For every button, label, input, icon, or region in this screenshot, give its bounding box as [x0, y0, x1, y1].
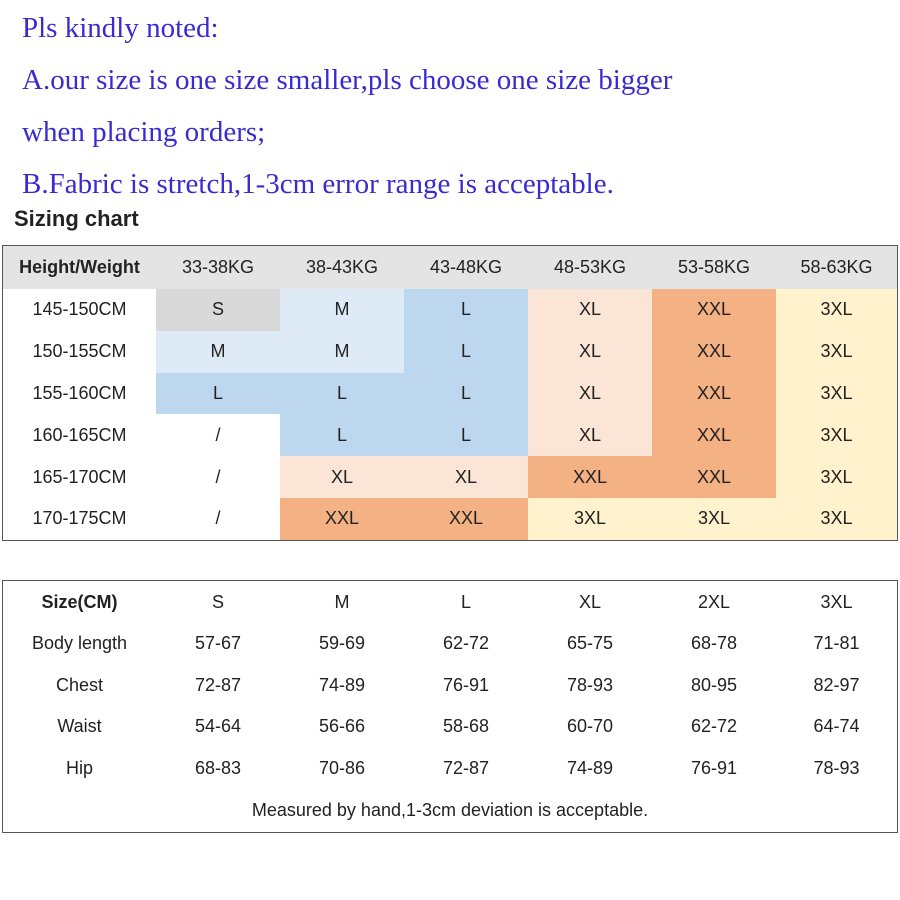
sizing-title: Sizing chart — [14, 206, 139, 231]
measure-cell: 62-72 — [442, 633, 490, 654]
size-cell: M — [280, 289, 404, 331]
measure-cell: 82-97 — [813, 674, 860, 695]
measure-cell: 74-89 — [318, 674, 366, 695]
size-cell: L — [404, 414, 528, 457]
size-cell: 3XL — [776, 330, 897, 373]
size-cell: M — [280, 330, 404, 373]
header-cell: 53-58KG — [677, 257, 751, 277]
size-cell: XL — [528, 330, 652, 373]
header-cell: 38-43KG — [305, 257, 379, 277]
header-cell: 58-63KG — [800, 257, 873, 277]
size-cell: 3XL — [776, 498, 897, 540]
measure-cell: 54-64 — [194, 716, 242, 737]
measure-cell: 58-68 — [442, 716, 490, 737]
measure-cell: 62-72 — [690, 716, 738, 737]
size-cell: 3XL — [776, 372, 897, 415]
size-cell: M — [156, 330, 280, 373]
size-cell: 3XL — [776, 456, 897, 498]
size-cell: L — [404, 289, 528, 331]
measure-cell: 70-86 — [318, 757, 366, 778]
size-cell: XXL — [280, 498, 404, 540]
size-cell: XXL — [652, 414, 776, 457]
header-cell: 3XL — [820, 591, 853, 612]
measure-cell: 68-83 — [194, 757, 242, 778]
size-cell: 3XL — [776, 289, 897, 331]
row-label: Body length — [31, 633, 128, 654]
header-cell: 43-48KG — [429, 257, 503, 277]
size-cell: L — [280, 414, 404, 457]
header-cell: XL — [578, 591, 602, 612]
header-cell: S — [211, 591, 224, 612]
size-cell: XXL — [404, 498, 528, 540]
size-cell: XXL — [652, 372, 776, 415]
measure-cell: 64-74 — [813, 716, 860, 737]
size-cell: XL — [404, 456, 528, 498]
measurement-table: Size(CM) S M L XL 2XL 3XL Body length 57-67 59-69… — [2, 580, 898, 833]
row-label: Chest — [55, 674, 104, 695]
size-cell: L — [404, 372, 528, 415]
header-cell: Height/Weight — [19, 257, 140, 277]
header-cell: Size(CM) — [41, 591, 118, 612]
size-cell: L — [280, 372, 404, 415]
size-cell: L — [404, 330, 528, 373]
row-label: 155-160CM — [3, 372, 156, 415]
measure-cell: 71-81 — [813, 633, 860, 654]
size-cell: 3XL — [652, 498, 776, 540]
measure-cell: 60-70 — [566, 716, 614, 737]
size-cell: S — [156, 289, 280, 331]
measure-cell: 59-69 — [318, 633, 366, 654]
measure-cell: 74-89 — [566, 757, 614, 778]
header-cell: 2XL — [697, 591, 731, 612]
note-line: Pls kindly noted: — [22, 12, 219, 44]
footer-note: Measured by hand,1-3cm deviation is acce… — [251, 799, 649, 820]
measure-cell: 56-66 — [318, 716, 366, 737]
size-cell: XL — [528, 414, 652, 457]
header-cell: 48-53KG — [553, 257, 627, 277]
measure-cell: 80-95 — [690, 674, 738, 695]
size-cell: XXL — [652, 456, 776, 498]
measure-cell: 72-87 — [194, 674, 242, 695]
sizing-table: Height/Weight 33-38KG 38-43KG 43-48KG 48-53K… — [2, 245, 898, 541]
size-cell: / — [156, 414, 280, 457]
header-cell: 33-38KG — [181, 257, 255, 277]
note-line: when placing orders; — [22, 116, 266, 148]
row-label: 145-150CM — [3, 289, 156, 331]
row-label: Waist — [57, 716, 102, 737]
size-cell: / — [156, 456, 280, 498]
measure-cell: 78-93 — [813, 757, 860, 778]
size-cell: XL — [528, 289, 652, 331]
measure-cell: 68-78 — [690, 633, 738, 654]
measure-cell: 76-91 — [690, 757, 738, 778]
size-cell: 3XL — [528, 498, 652, 540]
row-label: 170-175CM — [3, 498, 156, 540]
measure-cell: 78-93 — [566, 674, 614, 695]
note-line: A.our size is one size smaller,pls choos… — [22, 64, 673, 96]
note-line: B.Fabric is stretch,1-3cm error range is… — [22, 168, 614, 200]
row-label: Hip — [65, 757, 93, 778]
size-cell: 3XL — [776, 414, 897, 457]
size-cell: XXL — [652, 330, 776, 373]
size-cell: XL — [528, 372, 652, 415]
row-label: 150-155CM — [3, 330, 156, 373]
header-cell: M — [334, 591, 350, 612]
size-cell: XXL — [652, 289, 776, 331]
row-label: 160-165CM — [3, 414, 156, 457]
header-cell: L — [460, 591, 471, 612]
measure-cell: 65-75 — [566, 633, 614, 654]
measure-cell: 57-67 — [194, 633, 242, 654]
size-cell: XXL — [528, 456, 652, 498]
header-fill — [3, 246, 897, 289]
size-cell: XL — [280, 456, 404, 498]
measure-cell: 76-91 — [442, 674, 490, 695]
measure-cell: 72-87 — [442, 757, 490, 778]
size-cell: / — [156, 498, 280, 540]
size-cell: L — [156, 372, 280, 415]
row-label: 165-170CM — [3, 456, 156, 498]
